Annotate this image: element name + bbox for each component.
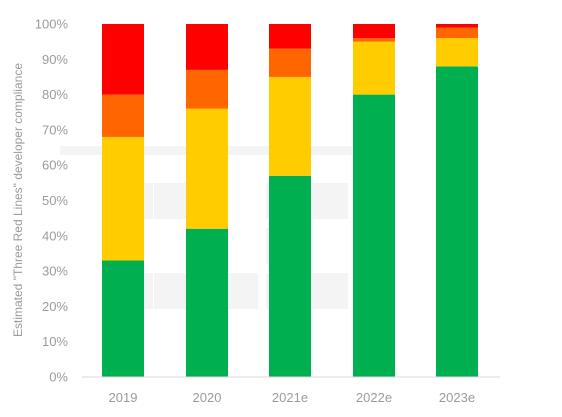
bar-segment-2023e-0 [436,66,478,378]
y-tick-label: 10% [42,334,68,349]
bar-segment-2021e-1 [269,76,311,176]
bar-segment-2021e-0 [269,175,311,377]
bar-segments [102,24,478,378]
bar-segment-2023e-1 [436,38,478,67]
y-tick-label: 70% [42,122,68,137]
bar-segment-2022e-0 [353,94,395,377]
bar-segment-2020-2 [186,69,228,109]
bar-segment-2021e-3 [269,24,311,49]
bar-segment-2020-3 [186,24,228,70]
x-tick-label: 2022e [356,390,392,405]
y-tick-label: 0% [49,370,68,385]
bar-segment-2022e-1 [353,41,395,95]
y-tick-label: 80% [42,87,68,102]
y-tick-label: 30% [42,264,68,279]
x-tick-label: 2023e [439,390,475,405]
bar-segment-2022e-3 [353,24,395,39]
x-tick-label: 2020 [193,390,222,405]
bar-segment-2020-0 [186,228,228,377]
y-tick-label: 40% [42,228,68,243]
y-tick-label: 60% [42,158,68,173]
y-tick-label: 100% [35,17,69,32]
y-tick-label: 90% [42,52,68,67]
bar-segment-2022e-2 [353,38,395,42]
y-axis-ticks: 0% 10% 20% 30% 40% 50% 60% 70% 80% 90% 100% [35,17,69,385]
y-axis-title: Estimated "Three Red Lines" developer co… [11,63,25,337]
bar-segment-2019-2 [102,94,144,137]
bar-segment-2021e-2 [269,48,311,77]
bar-segment-2019-3 [102,24,144,95]
bar-segment-2023e-2 [436,27,478,39]
x-tick-label: 2021e [272,390,308,405]
x-tick-label: 2019 [109,390,138,405]
x-axis-ticks: 2019 2020 2021e 2022e 2023e [109,390,476,405]
bar-segment-2019-1 [102,136,144,261]
y-tick-label: 50% [42,193,68,208]
y-tick-label: 20% [42,299,68,314]
bar-segment-2020-1 [186,108,228,229]
bar-segment-2019-0 [102,260,144,377]
bar-segment-2023e-3 [436,24,478,28]
